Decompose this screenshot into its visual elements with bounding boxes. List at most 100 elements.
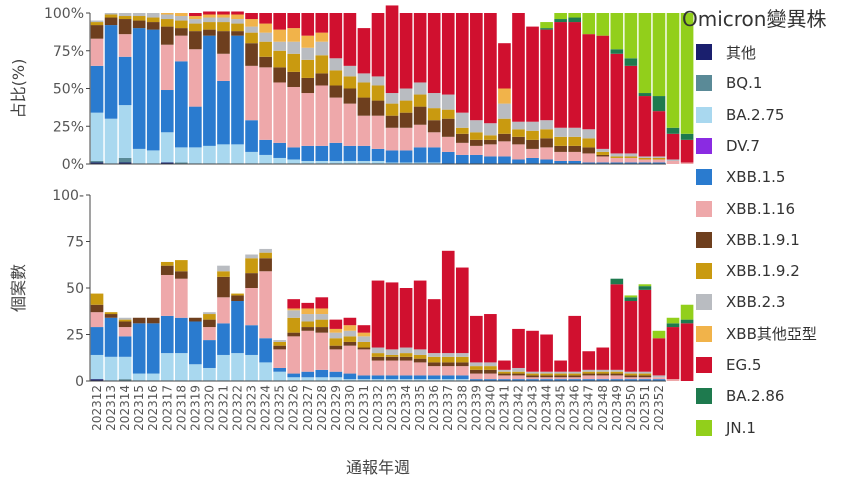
x-tick-label: 202338 [455,385,469,431]
bar-segment [118,13,132,17]
bar-segment [385,150,399,163]
x-tick-label: 202349 [610,385,624,431]
bar-segment [132,13,146,17]
bar-segment [357,332,371,337]
bar-segment [470,132,483,140]
legend-item: BQ.1 [696,73,762,93]
bar-segment [329,160,343,164]
bar-segment [217,11,230,15]
bar-segment [441,118,455,137]
bar-segment [638,373,652,376]
legend-swatch [696,169,712,186]
bar-segment [540,334,553,372]
bar-segment [582,371,596,374]
bar-segment [160,19,174,27]
bar-segment [329,58,343,71]
y-tick-label: 50 [66,281,84,297]
bar-segment [132,20,146,29]
bar-segment [301,35,315,48]
bar-segment [273,340,286,342]
bar-segment [512,129,525,137]
bar-segment [259,13,272,24]
bar-segment [484,135,497,140]
bar-segment [624,162,638,164]
bar-segment [189,49,202,107]
x-tick-label: 202334 [399,385,413,431]
bar-segment [301,327,315,331]
bar-segment [652,159,666,163]
y-tick-label: 50% [53,82,84,98]
bar-segment [357,375,371,380]
bar-segment [104,118,118,164]
bar-segment [455,112,469,128]
bar-segment [90,38,104,66]
bar-segment [652,330,666,339]
bar-segment [287,373,301,378]
bar-segment [203,14,216,18]
bar-segment [441,109,455,119]
bar-segment [399,162,413,164]
bar-segment [610,13,624,50]
x-tick-label: 202325 [273,385,287,431]
bar-segment [329,328,343,333]
bar-segment [526,26,539,122]
bar-segment [610,284,624,370]
bar-segment [610,371,624,374]
bar-segment [596,347,610,370]
bar-segment [104,25,118,119]
bar-segment [441,13,455,95]
x-tick-label: 202320 [202,385,216,431]
bar-segment [273,13,286,30]
y-axis-label: 個案數 [9,264,28,312]
bar-segment [526,377,539,380]
bar-segment [329,97,343,143]
bar-segment [90,293,104,305]
bar-segment [413,362,427,376]
bar-segment [104,317,118,357]
bar-segment [526,148,539,158]
bar-segment [315,73,329,86]
bar-segment [301,13,315,36]
bar-segment [568,145,581,152]
bar-segment [455,267,469,354]
bar-segment [512,375,525,380]
bar-segment [582,379,596,381]
bar-segment [554,145,567,152]
bar-segment [301,302,315,309]
bar-segment [666,317,680,324]
bar-segment [287,86,301,148]
bar-segment [175,28,188,36]
x-axis-label: 通報年週 [346,458,410,477]
legend-item: XBB.1.5 [696,167,785,187]
bar-segment [568,377,581,380]
bar-segment [245,65,258,121]
bar-segment [357,145,371,161]
bar-segment [146,29,160,151]
bar-segment [217,276,230,298]
bar-segment [343,336,357,342]
bar-segment [259,258,272,272]
bar-segment [385,379,399,381]
bar-segment [512,367,525,372]
bar-segment [441,151,455,164]
bar-segment [596,154,610,157]
legend-label: 其他 [726,43,757,62]
x-tick-label: 202330 [343,385,357,431]
bar-segment [540,28,553,30]
bar-segment [217,17,230,23]
bar-segment [343,341,357,346]
bar-segment [484,314,497,363]
bar-segment [203,314,216,320]
bar-segment [526,375,539,378]
legend-swatch [696,44,712,60]
legend-label: XBB.1.5 [726,168,786,187]
bar-segment [484,373,497,380]
bar-segment [343,317,357,326]
bar-segment [160,14,174,20]
bar-segment [540,120,553,130]
bar-segment [385,5,399,94]
bar-segment [624,377,638,380]
bar-segment [175,353,188,381]
bar-segment [371,353,385,357]
y-tick-label: 100% [44,6,84,22]
